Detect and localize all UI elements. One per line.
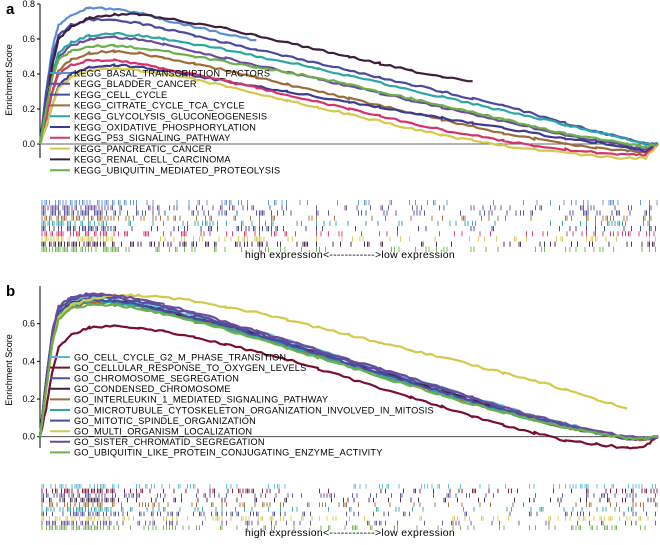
y-tick-label: 0.2 — [22, 394, 35, 404]
legend-entry: KEGG_BLADDER_CANCER — [74, 79, 197, 89]
panel-a-hit-rug — [41, 200, 658, 252]
legend-entry: GO_MICROTUBULE_CYTOSKELETON_ORGANIZATION… — [74, 405, 434, 415]
series-line — [38, 292, 659, 441]
series-line — [38, 63, 659, 153]
legend-entry: KEGG_RENAL_CELL_CARCINOMA — [74, 155, 231, 165]
y-tick-label: 0.0 — [22, 432, 35, 442]
legend-entry: KEGG_UBIQUITIN_MEDIATED_PROTEOLYSIS — [74, 166, 280, 176]
legend-entry: GO_CHROMOSOME_SEGREGATION — [74, 374, 239, 384]
y-tick-label: 0.4 — [22, 69, 35, 79]
legend-entry: KEGG_P53_SIGNALING_PATHWAY — [74, 133, 231, 143]
series-line — [38, 58, 659, 157]
series-line — [38, 31, 659, 147]
legend-entry: KEGG_GLYCOLYSIS_GLUCONEOGENESIS — [74, 112, 267, 122]
legend-entry: KEGG_PANCREATIC_CANCER — [74, 144, 212, 154]
series-line — [38, 293, 628, 437]
panel-b-legend: GO_CELL_CYCLE_G2_M_PHASE_TRANSITIONGO_CE… — [50, 352, 434, 458]
legend-entry: GO_MULTI_ORGANISM_LOCALIZATION — [74, 427, 252, 437]
panel-b-hit-rug — [41, 484, 658, 530]
series-line — [38, 43, 659, 149]
legend-entry: GO_CELLULAR_RESPONSE_TO_OXYGEN_LEVELS — [74, 363, 306, 373]
legend-entry: GO_MITOTIC_SPINDLE_ORGANIZATION — [74, 416, 256, 426]
y-tick-label: 0.8 — [22, 0, 35, 9]
y-tick-label: 0.6 — [22, 34, 35, 44]
panel-a-label: a — [6, 1, 15, 18]
y-tick-label: 0.4 — [22, 356, 35, 366]
series-line — [38, 324, 659, 450]
legend-entry: GO_UBIQUITIN_LIKE_PROTEIN_CONJUGATING_EN… — [74, 448, 383, 458]
legend-entry: KEGG_CITRATE_CYCLE_TCA_CYCLE — [74, 101, 245, 111]
y-tick-label: 0.6 — [22, 319, 35, 329]
panel-a-legend: KEGG_BASAL_TRANSCRIPTION_FACTORSKEGG_BLA… — [50, 68, 280, 176]
panel-b-y-ticks: 0.0 0.2 0.4 0.6 — [22, 319, 40, 442]
series-line — [38, 6, 257, 145]
legend-entry: KEGG_BASAL_TRANSCRIPTION_FACTORS — [74, 68, 270, 78]
panel-b-x-label: high expression<------------>low express… — [245, 527, 455, 539]
panel-a-x-label: high expression<------------>low express… — [245, 249, 455, 261]
panel-b-y-label: Enrichment Score — [4, 334, 14, 406]
legend-entry: GO_CONDENSED_CHROMOSOME — [74, 384, 231, 394]
series-line — [38, 12, 473, 145]
legend-entry: GO_SISTER_CHROMATID_SEGREGATION — [74, 437, 265, 447]
legend-entry: GO_INTERLEUKIN_1_MEDIATED_SIGNALING_PATH… — [74, 395, 328, 405]
legend-entry: KEGG_CELL_CYCLE — [74, 90, 167, 100]
panel-b-chart: 0.0 0.2 0.4 0.6 Enrichment Score GO_CELL_CY… — [4, 286, 659, 539]
panel-a-series-lines — [38, 6, 659, 161]
panel-a-chart: 0.0 0.2 0.4 0.6 0.8 Enrichment Score KEGG_BA… — [4, 0, 659, 261]
panel-a-y-label: Enrichment Score — [4, 44, 14, 116]
y-tick-label: 0.2 — [22, 104, 35, 114]
panel-a-y-ticks: 0.0 0.2 0.4 0.6 0.8 — [22, 0, 40, 149]
legend-entry: KEGG_OXIDATIVE_PHOSPHORYLATION — [74, 122, 256, 132]
series-line — [38, 49, 659, 154]
panel-b-label: b — [6, 283, 15, 300]
y-tick-label: 0.0 — [22, 139, 35, 149]
panel-b-series-lines — [38, 292, 659, 450]
series-line — [38, 66, 659, 161]
legend-entry: GO_CELL_CYCLE_G2_M_PHASE_TRANSITION — [74, 352, 286, 362]
series-line — [38, 302, 659, 441]
